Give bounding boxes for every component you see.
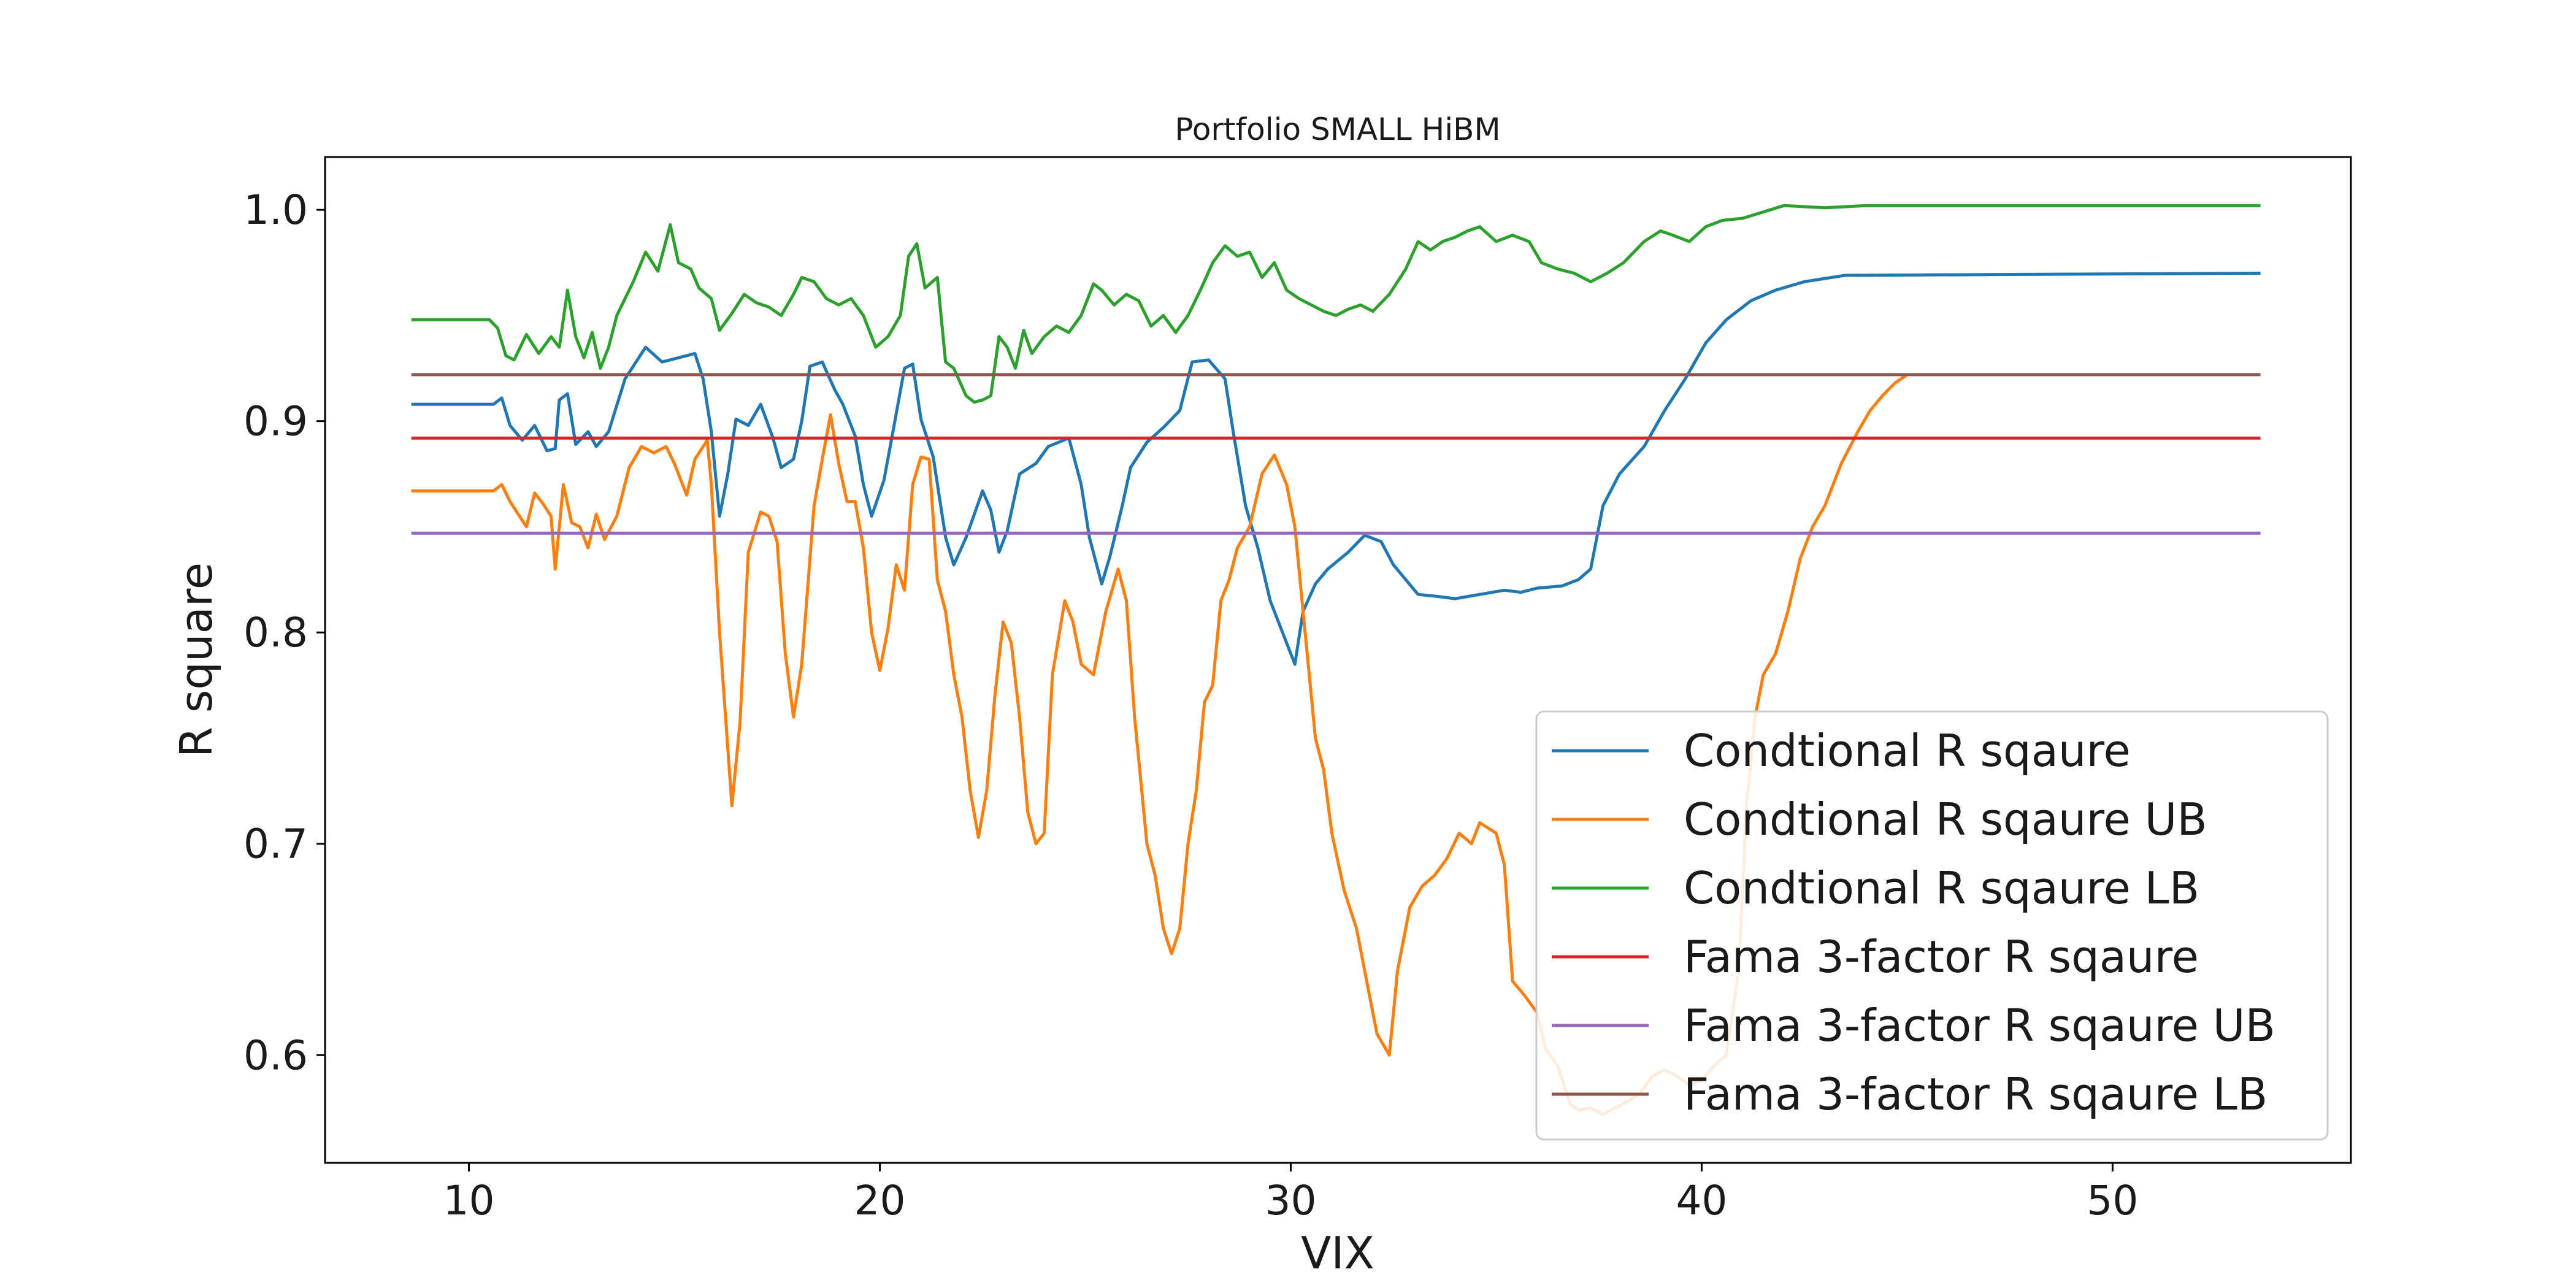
x-axis-ticks: 10 20 30 40 50 [443, 1163, 2138, 1224]
x-tick-label: 10 [443, 1177, 495, 1224]
y-tick-label: 0.7 [243, 821, 308, 868]
x-tick-label: 50 [2087, 1177, 2138, 1224]
y-axis-ticks: 0.6 0.7 0.8 0.9 1.0 [243, 186, 325, 1079]
series-line-3 [411, 204, 2261, 404]
x-axis-label: VIX [1301, 1227, 1374, 1279]
series-layer [411, 204, 2261, 1116]
legend-label: Condtional R sqaure UB [1684, 794, 2207, 845]
y-tick-label: 0.6 [243, 1032, 308, 1079]
series-line-1 [411, 272, 2261, 666]
legend-label: Fama 3-factor R sqaure UB [1684, 1000, 2275, 1051]
y-tick-label: 0.9 [243, 398, 308, 445]
legend-label: Fama 3-factor R sqaure [1684, 931, 2199, 983]
y-tick-label: 0.8 [243, 609, 308, 656]
plot-frame [324, 156, 2352, 1164]
x-tick-label: 20 [854, 1177, 905, 1224]
chart-title: Portfolio SMALL HiBM [1175, 112, 1500, 147]
legend-label: Condtional R sqaure [1684, 725, 2131, 776]
x-tick-label: 30 [1265, 1177, 1316, 1224]
legend-box [1535, 710, 2329, 1141]
legend-label: Fama 3-factor R sqaure LB [1684, 1068, 2267, 1120]
x-tick-label: 40 [1676, 1177, 1727, 1224]
legend-label: Condtional R sqaure LB [1684, 862, 2199, 914]
legend: Condtional R sqaure Condtional R sqaure U… [1535, 710, 2329, 1141]
y-axis-label: R square [171, 562, 222, 757]
y-tick-label: 1.0 [243, 186, 308, 234]
